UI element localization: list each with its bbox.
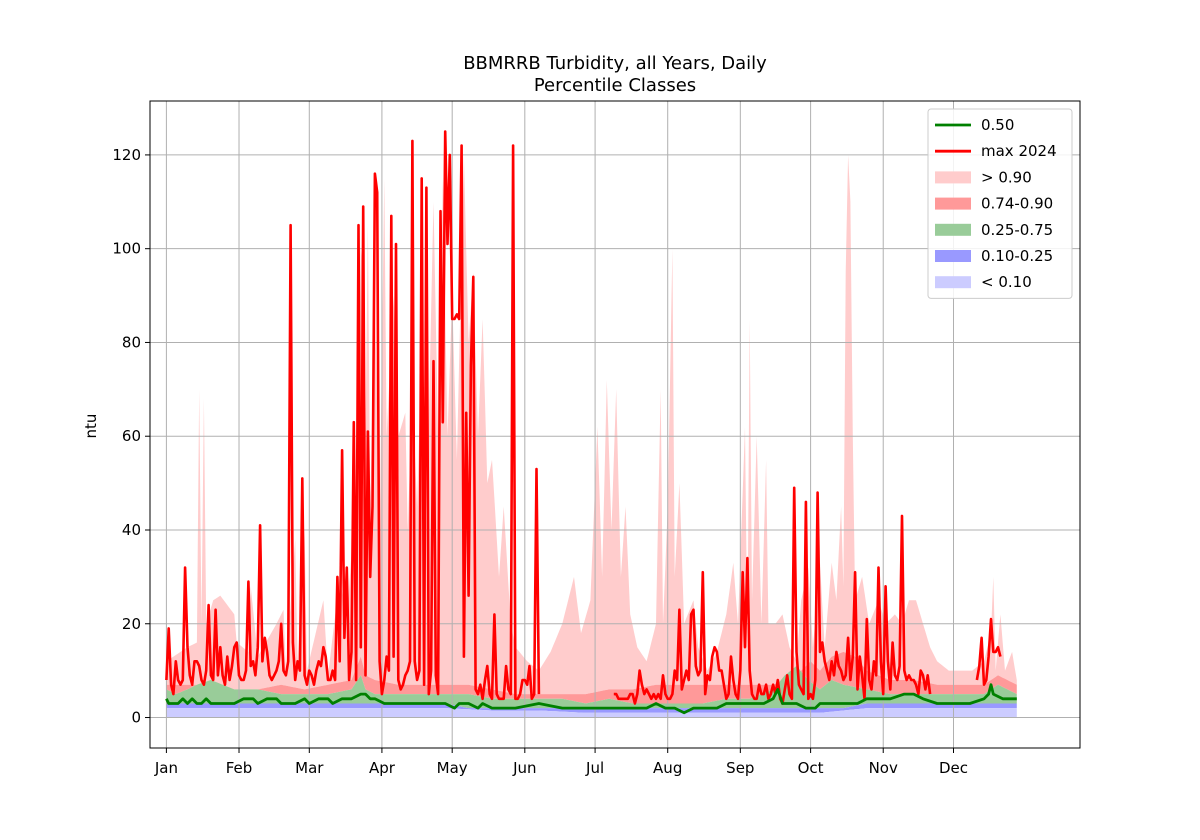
chart-subtitle: Percentile Classes <box>534 75 696 96</box>
y-tick-label: 80 <box>122 333 141 351</box>
y-tick-label: 120 <box>112 146 141 164</box>
legend-label: 0.50 <box>981 116 1014 134</box>
y-tick-label: 60 <box>122 427 141 445</box>
x-tick-label: Mar <box>295 759 324 777</box>
x-tick-label: Dec <box>939 759 968 777</box>
series-max-2024-segment-1 <box>165 130 541 701</box>
legend-label: 0.74-0.90 <box>981 195 1053 213</box>
legend-label: 0.25-0.75 <box>981 221 1053 239</box>
series-max-2024-segment-2 <box>613 486 932 705</box>
x-tick-label: Nov <box>869 759 898 777</box>
y-tick-label: 40 <box>122 521 141 539</box>
y-tick-label: 100 <box>112 240 141 258</box>
x-tick-label: Jan <box>154 759 178 777</box>
legend-label: > 0.90 <box>981 168 1032 186</box>
legend: 0.50 max 2024 > 0.90 0.74-0.90 0.25-0.75 0.10… <box>927 108 1073 299</box>
legend-label: < 0.10 <box>981 273 1032 291</box>
band-0-74-0-90 <box>166 651 1017 704</box>
legend-swatch <box>935 276 971 289</box>
y-axis-label: ntu <box>82 414 100 439</box>
x-tick-label: May <box>437 759 468 777</box>
legend-swatch <box>935 250 971 262</box>
series-median <box>165 683 1017 715</box>
y-tick-label: 20 <box>122 615 141 633</box>
x-tick-label: Jul <box>585 759 604 777</box>
series-max-2024-segment-3 <box>975 617 1002 686</box>
plot-frame <box>149 100 1081 749</box>
chart-title: BBMRRB Turbidity, all Years, Daily <box>463 53 767 74</box>
chart-title-group: BBMRRB Turbidity, all Years, Daily Perce… <box>463 53 767 96</box>
band-0-10 <box>166 708 1017 718</box>
x-tick-label: Aug <box>653 759 682 777</box>
x-tick-label: Jun <box>512 759 536 777</box>
legend-label: max 2024 <box>981 142 1057 160</box>
axes: 0 20 40 60 80 100 120 Jan Feb Mar Apr May Jun Jul Aug S… <box>112 146 968 777</box>
legend-swatch <box>935 197 971 210</box>
x-tick-label: Apr <box>369 759 396 777</box>
x-tick-label: Sep <box>726 759 754 777</box>
legend-label: 0.10-0.25 <box>981 247 1053 265</box>
legend-swatch <box>935 171 971 184</box>
x-tick-label: Feb <box>226 759 253 777</box>
x-tick-label: Oct <box>798 759 824 777</box>
data-lines <box>165 130 1017 715</box>
legend-swatch <box>935 223 971 236</box>
y-tick-label: 0 <box>131 709 141 727</box>
